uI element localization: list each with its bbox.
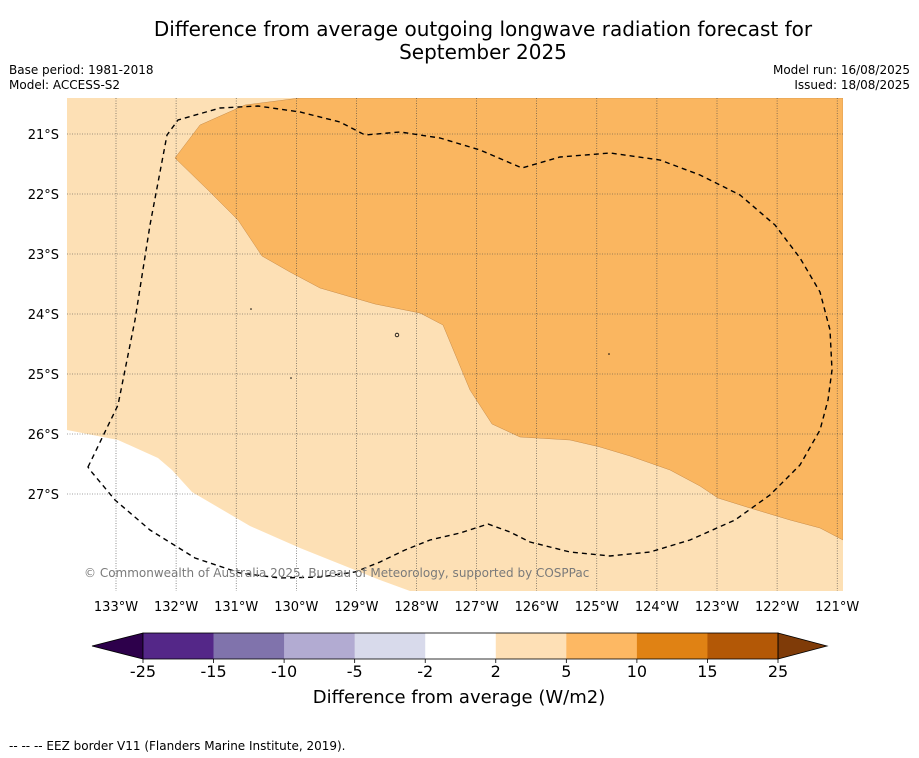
colorbar-under-arrow [91, 632, 144, 660]
colorbar-tick-label: -5 [347, 662, 363, 681]
colorbar-segment [425, 633, 497, 659]
colorbar-frame [142, 632, 779, 660]
gridlines [67, 98, 843, 591]
colorbar-tick-label: 10 [627, 662, 647, 681]
region-5-to-10 [174, 98, 843, 541]
lat-label: 23°S [28, 248, 59, 263]
colorbar-tick-label: -15 [200, 662, 226, 681]
island-marker [608, 353, 610, 355]
lon-label: 131°W [214, 600, 258, 615]
lon-label: 123°W [695, 600, 739, 615]
colorbar-tick-label: -2 [417, 662, 433, 681]
copyright-text: © Commonwealth of Australia 2025, Bureau… [84, 566, 589, 580]
colorbar-segment [354, 633, 426, 659]
colorbar-segment [213, 633, 285, 659]
issued-date: Issued: 18/08/2025 [794, 78, 910, 92]
lon-label: 124°W [635, 600, 679, 615]
lat-label: 26°S [28, 428, 59, 443]
lon-label: 127°W [455, 600, 499, 615]
colorbar-segment [707, 633, 779, 659]
lon-label: 133°W [94, 600, 138, 615]
colorbar-tick-label: 25 [768, 662, 788, 681]
base-period: Base period: 1981-2018 [9, 63, 154, 77]
chart-title: Difference from average outgoing longwav… [0, 18, 919, 64]
eez-footnote: -- -- -- EEZ border V11 (Flanders Marine… [9, 739, 346, 753]
lon-label: 126°W [515, 600, 559, 615]
colorbar-segment [143, 633, 214, 659]
region-2-to-5-sliver [67, 383, 118, 420]
colorbar-tick-label: 5 [561, 662, 571, 681]
lon-label: 132°W [154, 600, 198, 615]
title-line-2: September 2025 [399, 40, 567, 64]
lon-label: 129°W [334, 600, 378, 615]
model-run: Model run: 16/08/2025 [772, 63, 910, 77]
meta-left: Base period: 1981-2018 Model: ACCESS-S2 [9, 63, 154, 93]
colorbar: -25 -15 -10 -5 -2 2 5 10 15 25 [91, 632, 829, 681]
island-marker [290, 377, 292, 379]
colorbar-segment [284, 633, 355, 659]
lat-label: 22°S [28, 188, 59, 203]
island-marker [250, 308, 252, 310]
colorbar-over-arrow [777, 632, 829, 660]
meta-right: Model run: 16/08/2025 Issued: 18/08/2025 [773, 63, 910, 93]
map-area: © Commonwealth of Australia 2025, Bureau… [67, 98, 843, 591]
colorbar-tick-label: -25 [130, 662, 156, 681]
lat-label: 27°S [28, 488, 59, 503]
colorbar-label: Difference from average (W/m2) [313, 687, 605, 708]
colorbar-tick-label: 2 [491, 662, 501, 681]
colorbar-tick-label: -10 [271, 662, 297, 681]
island-marker [394, 332, 400, 338]
lat-label: 21°S [28, 128, 59, 143]
longitude-labels: 133°W 132°W 131°W 130°W 129°W 128°W 127°W 126°W… [94, 600, 860, 615]
lat-label: 24°S [28, 308, 59, 323]
colorbar-segment [495, 633, 567, 659]
colorbar-segment [636, 633, 708, 659]
lon-label: 125°W [575, 600, 619, 615]
colorbar-tick-label: 15 [697, 662, 717, 681]
region-neutral [67, 430, 410, 591]
model-name: Model: ACCESS-S2 [9, 78, 121, 92]
lon-label: 128°W [394, 600, 438, 615]
lon-label: 130°W [274, 600, 318, 615]
lon-label: 121°W [815, 600, 859, 615]
lon-label: 122°W [755, 600, 799, 615]
lat-label: 25°S [28, 368, 59, 383]
latitude-labels: 21°S 22°S 23°S 24°S 25°S 26°S 27°S [28, 128, 59, 503]
title-line-1: Difference from average outgoing longwav… [153, 17, 813, 41]
colorbar-segment [566, 633, 638, 659]
